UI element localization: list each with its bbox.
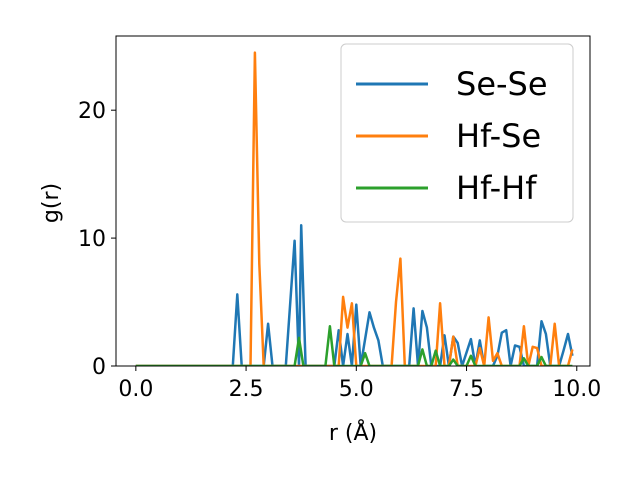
legend-label: Hf-Se [456, 117, 541, 155]
x-tick-label: 0.0 [118, 377, 153, 402]
x-tick-label: 5.0 [339, 377, 374, 402]
legend-label: Se-Se [456, 65, 548, 103]
legend-label: Hf-Hf [456, 169, 537, 207]
series-line-hf-hf [135, 325, 573, 366]
y-axis-label: g(r) [39, 183, 64, 223]
x-tick-label: 7.5 [449, 377, 484, 402]
x-axis-label: r (Å) [329, 419, 377, 446]
x-tick-label: 2.5 [229, 377, 264, 402]
y-tick-label: 0 [92, 355, 106, 380]
y-tick-label: 20 [78, 99, 106, 124]
y-tick-label: 10 [78, 227, 106, 252]
series-line-se-se [135, 224, 574, 366]
x-axis-ticks: 0.0 2.5 5.0 7.5 10.0 [118, 366, 601, 402]
axes-frame [115, 35, 591, 367]
series-line-hf-se [135, 51, 574, 366]
series-lines [135, 51, 574, 366]
legend: Se-Se Hf-Se Hf-Hf [340, 43, 574, 223]
y-axis-ticks: 0 10 20 [78, 99, 116, 380]
legend-frame [340, 43, 574, 223]
x-tick-label: 10.0 [552, 377, 601, 402]
